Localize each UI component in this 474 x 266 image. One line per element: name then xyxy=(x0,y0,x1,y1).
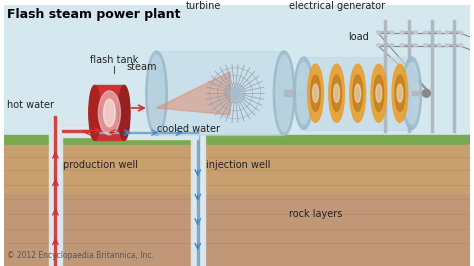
Bar xyxy=(95,128,198,138)
Bar xyxy=(124,105,156,111)
Bar xyxy=(95,126,198,139)
Ellipse shape xyxy=(332,75,342,111)
Text: hot water: hot water xyxy=(7,100,55,110)
Circle shape xyxy=(230,88,240,98)
Text: flash tank: flash tank xyxy=(90,55,138,65)
Ellipse shape xyxy=(376,31,380,34)
Ellipse shape xyxy=(334,84,339,102)
Bar xyxy=(197,126,199,266)
Ellipse shape xyxy=(376,44,380,47)
Text: © 2012 Encyclopaedia Britannica, Inc.: © 2012 Encyclopaedia Britannica, Inc. xyxy=(7,251,154,260)
Ellipse shape xyxy=(392,64,408,122)
Bar xyxy=(4,145,470,194)
Ellipse shape xyxy=(89,85,100,140)
Ellipse shape xyxy=(445,44,449,47)
Ellipse shape xyxy=(371,64,387,122)
Ellipse shape xyxy=(308,64,323,122)
Ellipse shape xyxy=(99,91,120,135)
Text: turbine: turbine xyxy=(186,1,221,11)
Bar xyxy=(284,90,304,96)
Bar xyxy=(4,194,470,266)
Ellipse shape xyxy=(414,44,418,47)
Ellipse shape xyxy=(400,31,404,34)
Ellipse shape xyxy=(310,75,320,111)
Bar xyxy=(48,124,53,138)
Text: injection well: injection well xyxy=(206,160,270,170)
Ellipse shape xyxy=(118,85,130,140)
Text: steam: steam xyxy=(126,62,156,72)
Text: electrical generator: electrical generator xyxy=(289,1,385,11)
Bar xyxy=(4,5,470,135)
Ellipse shape xyxy=(376,84,382,102)
Bar xyxy=(412,91,427,95)
Bar xyxy=(95,85,124,140)
Ellipse shape xyxy=(329,64,345,122)
Bar xyxy=(62,130,100,131)
Text: Flash steam power plant: Flash steam power plant xyxy=(7,8,181,21)
Bar xyxy=(304,57,412,130)
Ellipse shape xyxy=(423,44,428,47)
Bar xyxy=(55,116,56,266)
Ellipse shape xyxy=(445,31,449,34)
Ellipse shape xyxy=(414,31,418,34)
Bar xyxy=(156,51,284,135)
Ellipse shape xyxy=(390,31,394,34)
Ellipse shape xyxy=(294,57,314,130)
Ellipse shape xyxy=(390,44,394,47)
Ellipse shape xyxy=(437,31,441,34)
Bar xyxy=(48,116,62,266)
Bar xyxy=(191,126,205,266)
Ellipse shape xyxy=(395,75,405,111)
Ellipse shape xyxy=(459,44,463,47)
Ellipse shape xyxy=(437,44,441,47)
Text: cooled water: cooled water xyxy=(156,123,219,134)
Ellipse shape xyxy=(350,64,365,122)
Bar xyxy=(51,116,60,266)
Ellipse shape xyxy=(423,31,428,34)
Ellipse shape xyxy=(312,84,319,102)
Ellipse shape xyxy=(273,51,295,135)
Ellipse shape xyxy=(146,51,167,135)
Bar xyxy=(193,126,203,266)
Ellipse shape xyxy=(374,75,384,111)
Ellipse shape xyxy=(400,44,404,47)
Bar xyxy=(62,126,100,135)
Ellipse shape xyxy=(355,84,361,102)
Bar xyxy=(4,135,470,145)
Ellipse shape xyxy=(276,55,292,131)
Polygon shape xyxy=(156,72,230,115)
Ellipse shape xyxy=(405,63,419,124)
Circle shape xyxy=(422,89,430,97)
Bar xyxy=(95,131,198,134)
Text: load: load xyxy=(348,32,369,42)
Ellipse shape xyxy=(459,31,463,34)
Text: production well: production well xyxy=(63,160,138,170)
Ellipse shape xyxy=(397,84,403,102)
Ellipse shape xyxy=(402,57,421,130)
Text: rock layers: rock layers xyxy=(289,209,342,219)
Ellipse shape xyxy=(297,63,310,124)
Ellipse shape xyxy=(149,55,164,131)
Bar xyxy=(62,124,100,138)
Ellipse shape xyxy=(103,99,115,127)
Ellipse shape xyxy=(353,75,363,111)
